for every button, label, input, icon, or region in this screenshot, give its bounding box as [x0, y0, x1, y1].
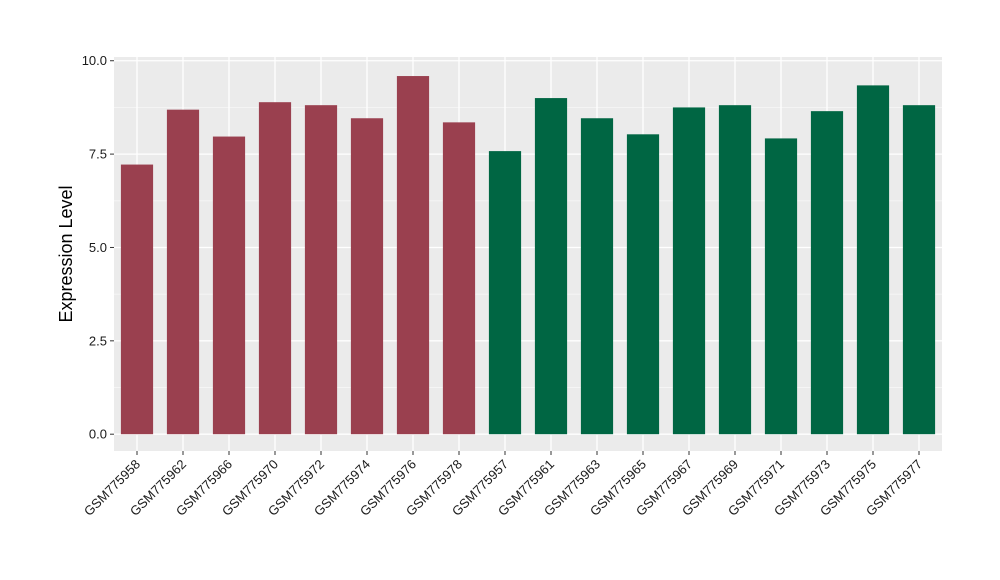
- bar-GSM775966: [212, 136, 246, 435]
- bar-GSM775973: [810, 111, 844, 435]
- bar-GSM775965: [626, 134, 660, 435]
- bar-GSM775967: [672, 107, 706, 435]
- y-tick-label: 0.0: [89, 427, 107, 442]
- bar-GSM775961: [534, 98, 568, 435]
- bar-GSM775977: [902, 105, 936, 435]
- y-tick-label: 5.0: [89, 240, 107, 255]
- y-axis: 0.0 2.5 5.0 7.5 10.0: [82, 53, 114, 442]
- bars: [120, 76, 936, 435]
- bar-GSM775957: [488, 151, 522, 435]
- y-tick-label: 7.5: [89, 147, 107, 162]
- bar-GSM775971: [764, 138, 798, 435]
- y-tick-label: 10.0: [82, 53, 107, 68]
- bar-GSM775963: [580, 118, 614, 435]
- bar-GSM775972: [304, 105, 338, 435]
- bar-GSM775969: [718, 105, 752, 435]
- y-tick-label: 2.5: [89, 333, 107, 348]
- bar-GSM775976: [396, 76, 430, 435]
- bar-GSM775970: [258, 102, 292, 435]
- plot-panel: [114, 57, 942, 451]
- x-axis: GSM775958GSM775962GSM775966GSM775970GSM7…: [81, 451, 925, 519]
- bar-GSM775974: [350, 118, 384, 435]
- bar-GSM775958: [120, 164, 154, 435]
- y-axis-title: Expression Level: [56, 185, 76, 322]
- bar-GSM775962: [166, 109, 200, 435]
- bar-GSM775975: [856, 85, 890, 435]
- bar-GSM775978: [442, 122, 476, 435]
